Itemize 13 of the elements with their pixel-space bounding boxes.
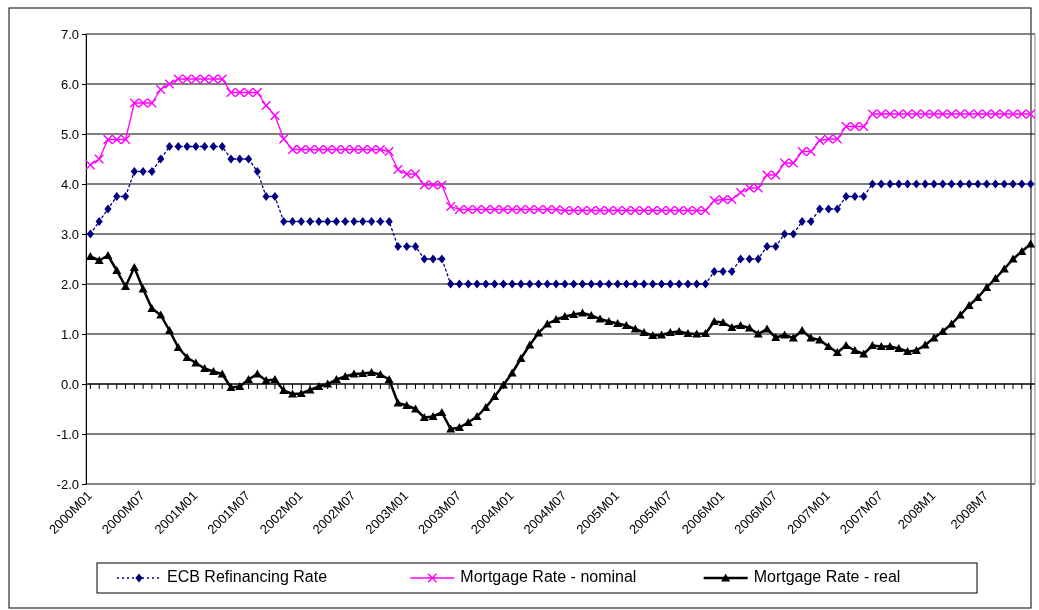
y-tick-label: 5.0: [60, 126, 79, 142]
y-tick-label: 0.0: [60, 376, 79, 392]
y-tick-label: 6.0: [60, 76, 79, 92]
legend-label: Mortgage Rate - nominal: [460, 568, 637, 586]
y-tick-label: 7.0: [60, 26, 79, 42]
y-tick-label: 2.0: [60, 276, 79, 292]
y-tick-label: 4.0: [60, 176, 79, 192]
y-tick-label: -2.0: [56, 476, 79, 492]
legend-label: Mortgage Rate - real: [753, 568, 901, 586]
y-tick-label: 3.0: [60, 226, 79, 242]
legend-label: ECB Refinancing Rate: [167, 568, 328, 586]
y-tick-label: -1.0: [56, 426, 79, 442]
y-tick-label: 1.0: [60, 326, 79, 342]
